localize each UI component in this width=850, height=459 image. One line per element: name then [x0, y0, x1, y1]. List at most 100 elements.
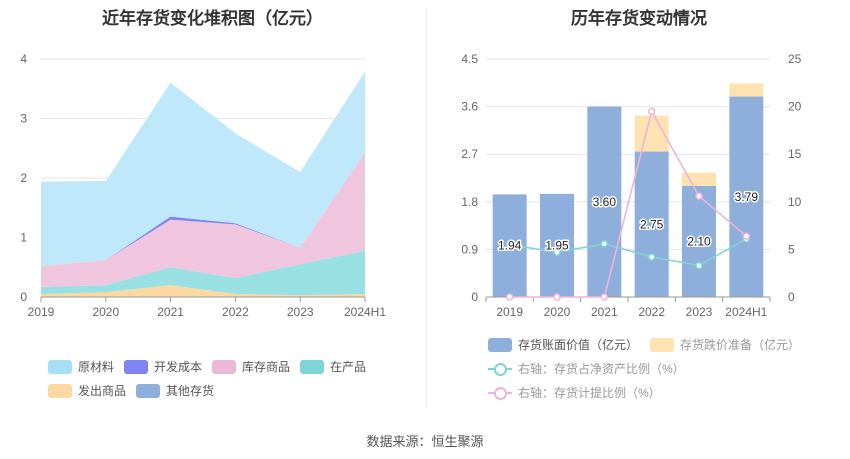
stacked-area-chart: 0 1 2 3 4 2019 2020 2021 2022 2023 2024H1 [20, 52, 386, 319]
y2-tick-label: 0 [788, 290, 795, 304]
y-tick-label: 0 [20, 290, 27, 304]
line-point [695, 192, 703, 200]
bar-value-label: 1.95 [545, 238, 569, 252]
bar-value-label: 2.10 [687, 234, 711, 248]
y2-tick-label: 25 [788, 52, 802, 66]
legend-swatch [48, 383, 72, 398]
area-series-在产品 [41, 250, 365, 296]
bar-line-combo-chart: 0 0.9 1.8 2.7 3.6 4.5 0 5 10 15 20 25 2019 2020 2021 20… [461, 52, 802, 319]
bar-book-value [682, 185, 716, 297]
y-tick-label: 3 [20, 112, 27, 126]
x-tick-label: 2022 [638, 305, 665, 319]
right-chart-legend: 存货账面价值（亿元） 存货跌价准备（亿元） 右轴：存货占净资产比例（%） 右轴：… [428, 335, 850, 405]
legend-line-swatch [488, 362, 512, 376]
y-tick-label: 0.9 [461, 242, 478, 256]
line-series-右轴：存货占净资产比例（%） [509, 238, 747, 267]
x-tick-label: 2024H1 [344, 305, 386, 319]
y-tick-label: 1.8 [461, 195, 478, 209]
legend-item-raw-materials[interactable]: 原材料 [48, 358, 114, 375]
legend-label: 其他存货 [166, 384, 215, 398]
legend-item-provision-ratio[interactable]: 右轴：存货计提比例（%） [488, 384, 661, 401]
legend-item-book-value[interactable]: 存货账面价值（亿元） [488, 336, 638, 353]
y-tick-label: 1 [20, 231, 27, 245]
panel-divider [426, 8, 427, 408]
y-tick-label: 2 [20, 171, 27, 185]
legend-item-work-in-progress[interactable]: 在产品 [300, 358, 366, 375]
x-tick-label: 2019 [496, 305, 523, 319]
legend-swatch [124, 359, 148, 374]
line-point [553, 293, 561, 301]
line-point [553, 248, 561, 257]
legend-label: 原材料 [78, 360, 115, 374]
area-series-发出商品 [41, 285, 365, 297]
legend-swatch [650, 337, 674, 352]
legend-item-impairment[interactable]: 存货跌价准备（亿元） [650, 336, 800, 353]
legend-item-inventory-to-net-assets[interactable]: 右轴：存货占净资产比例（%） [488, 360, 685, 377]
y-tick-label: 4 [20, 52, 27, 66]
y2-tick-label: 5 [788, 242, 795, 256]
bar-book-value [634, 151, 669, 297]
y2-tick-label: 20 [788, 100, 802, 114]
area-series-库存商品 [41, 152, 365, 287]
line-series-右轴：存货计提比例（%） [509, 109, 747, 298]
line-point [600, 293, 609, 301]
bar-value-label: 3.60 [593, 195, 617, 209]
bar-value-label: 1.94 [498, 239, 522, 253]
bar-value-label: 2.75 [640, 217, 664, 231]
legend-line-swatch [488, 386, 512, 400]
line-point [647, 107, 656, 116]
legend-label: 库存商品 [242, 360, 291, 374]
x-tick-label: 2024H1 [725, 305, 767, 319]
data-source-footer: 数据来源：恒生聚源 [366, 434, 484, 449]
legend-label: 存货跌价准备（亿元） [680, 338, 801, 352]
x-tick-label: 2021 [591, 305, 618, 319]
x-tick-label: 2021 [157, 305, 184, 319]
x-tick-label: 2023 [287, 305, 314, 319]
legend-label: 右轴：存货占净资产比例（%） [518, 362, 685, 376]
line-point [600, 239, 609, 248]
bar-book-value [729, 96, 764, 297]
line-point [742, 232, 751, 240]
y-tick-label: 4.5 [461, 52, 478, 66]
stacked-area-chart-panel: 近年存货变化堆积图（亿元） 0 1 2 3 4 2019 2020 2021 2022 2023 2… [0, 0, 425, 420]
legend-swatch [48, 359, 72, 374]
legend-item-finished-goods[interactable]: 库存商品 [212, 358, 290, 375]
x-tick-label: 2022 [222, 305, 249, 319]
legend-item-other-inventory[interactable]: 其他存货 [136, 382, 214, 399]
left-chart-legend: 原材料 开发成本 库存商品 在产品 发出商品 其他存货 [0, 356, 425, 406]
bar-book-value [540, 193, 574, 297]
legend-label: 开发成本 [154, 360, 203, 374]
legend-swatch [300, 359, 324, 374]
x-tick-label: 2019 [28, 305, 55, 319]
legend-swatch [212, 359, 236, 374]
legend-label: 右轴：存货计提比例（%） [518, 386, 661, 400]
line-point [695, 261, 703, 270]
line-point [505, 240, 514, 249]
y-tick-label: 0 [471, 290, 478, 304]
line-point [505, 293, 514, 301]
legend-label: 在产品 [330, 360, 367, 374]
bar-book-value [587, 106, 622, 297]
legend-item-goods-shipped[interactable]: 发出商品 [48, 382, 126, 399]
legend-label: 存货账面价值（亿元） [518, 338, 639, 352]
area-series-原材料 [41, 71, 365, 267]
bar-value-label: 3.79 [735, 190, 759, 204]
x-tick-label: 2023 [686, 305, 713, 319]
legend-label: 发出商品 [78, 384, 127, 398]
legend-swatch [488, 337, 512, 352]
bar-line-chart-panel: 历年存货变动情况 0 0.9 1.8 2.7 3.6 4.5 0 5 10 15 20 25 2019 2… [428, 0, 850, 420]
legend-swatch [136, 383, 160, 398]
left-chart-title: 近年存货变化堆积图（亿元） [102, 9, 323, 28]
y2-tick-label: 15 [788, 147, 802, 161]
x-tick-label: 2020 [92, 305, 119, 319]
y-tick-label: 2.7 [461, 147, 478, 161]
line-point [647, 253, 656, 261]
legend-item-development-cost[interactable]: 开发成本 [124, 358, 202, 375]
y-tick-label: 3.6 [461, 100, 478, 114]
bar-impairment [729, 83, 764, 97]
right-chart-title: 历年存货变动情况 [571, 9, 707, 28]
y2-tick-label: 10 [788, 195, 802, 209]
x-tick-label: 2020 [544, 305, 571, 319]
bar-impairment [634, 115, 669, 152]
bar-impairment [682, 172, 716, 186]
